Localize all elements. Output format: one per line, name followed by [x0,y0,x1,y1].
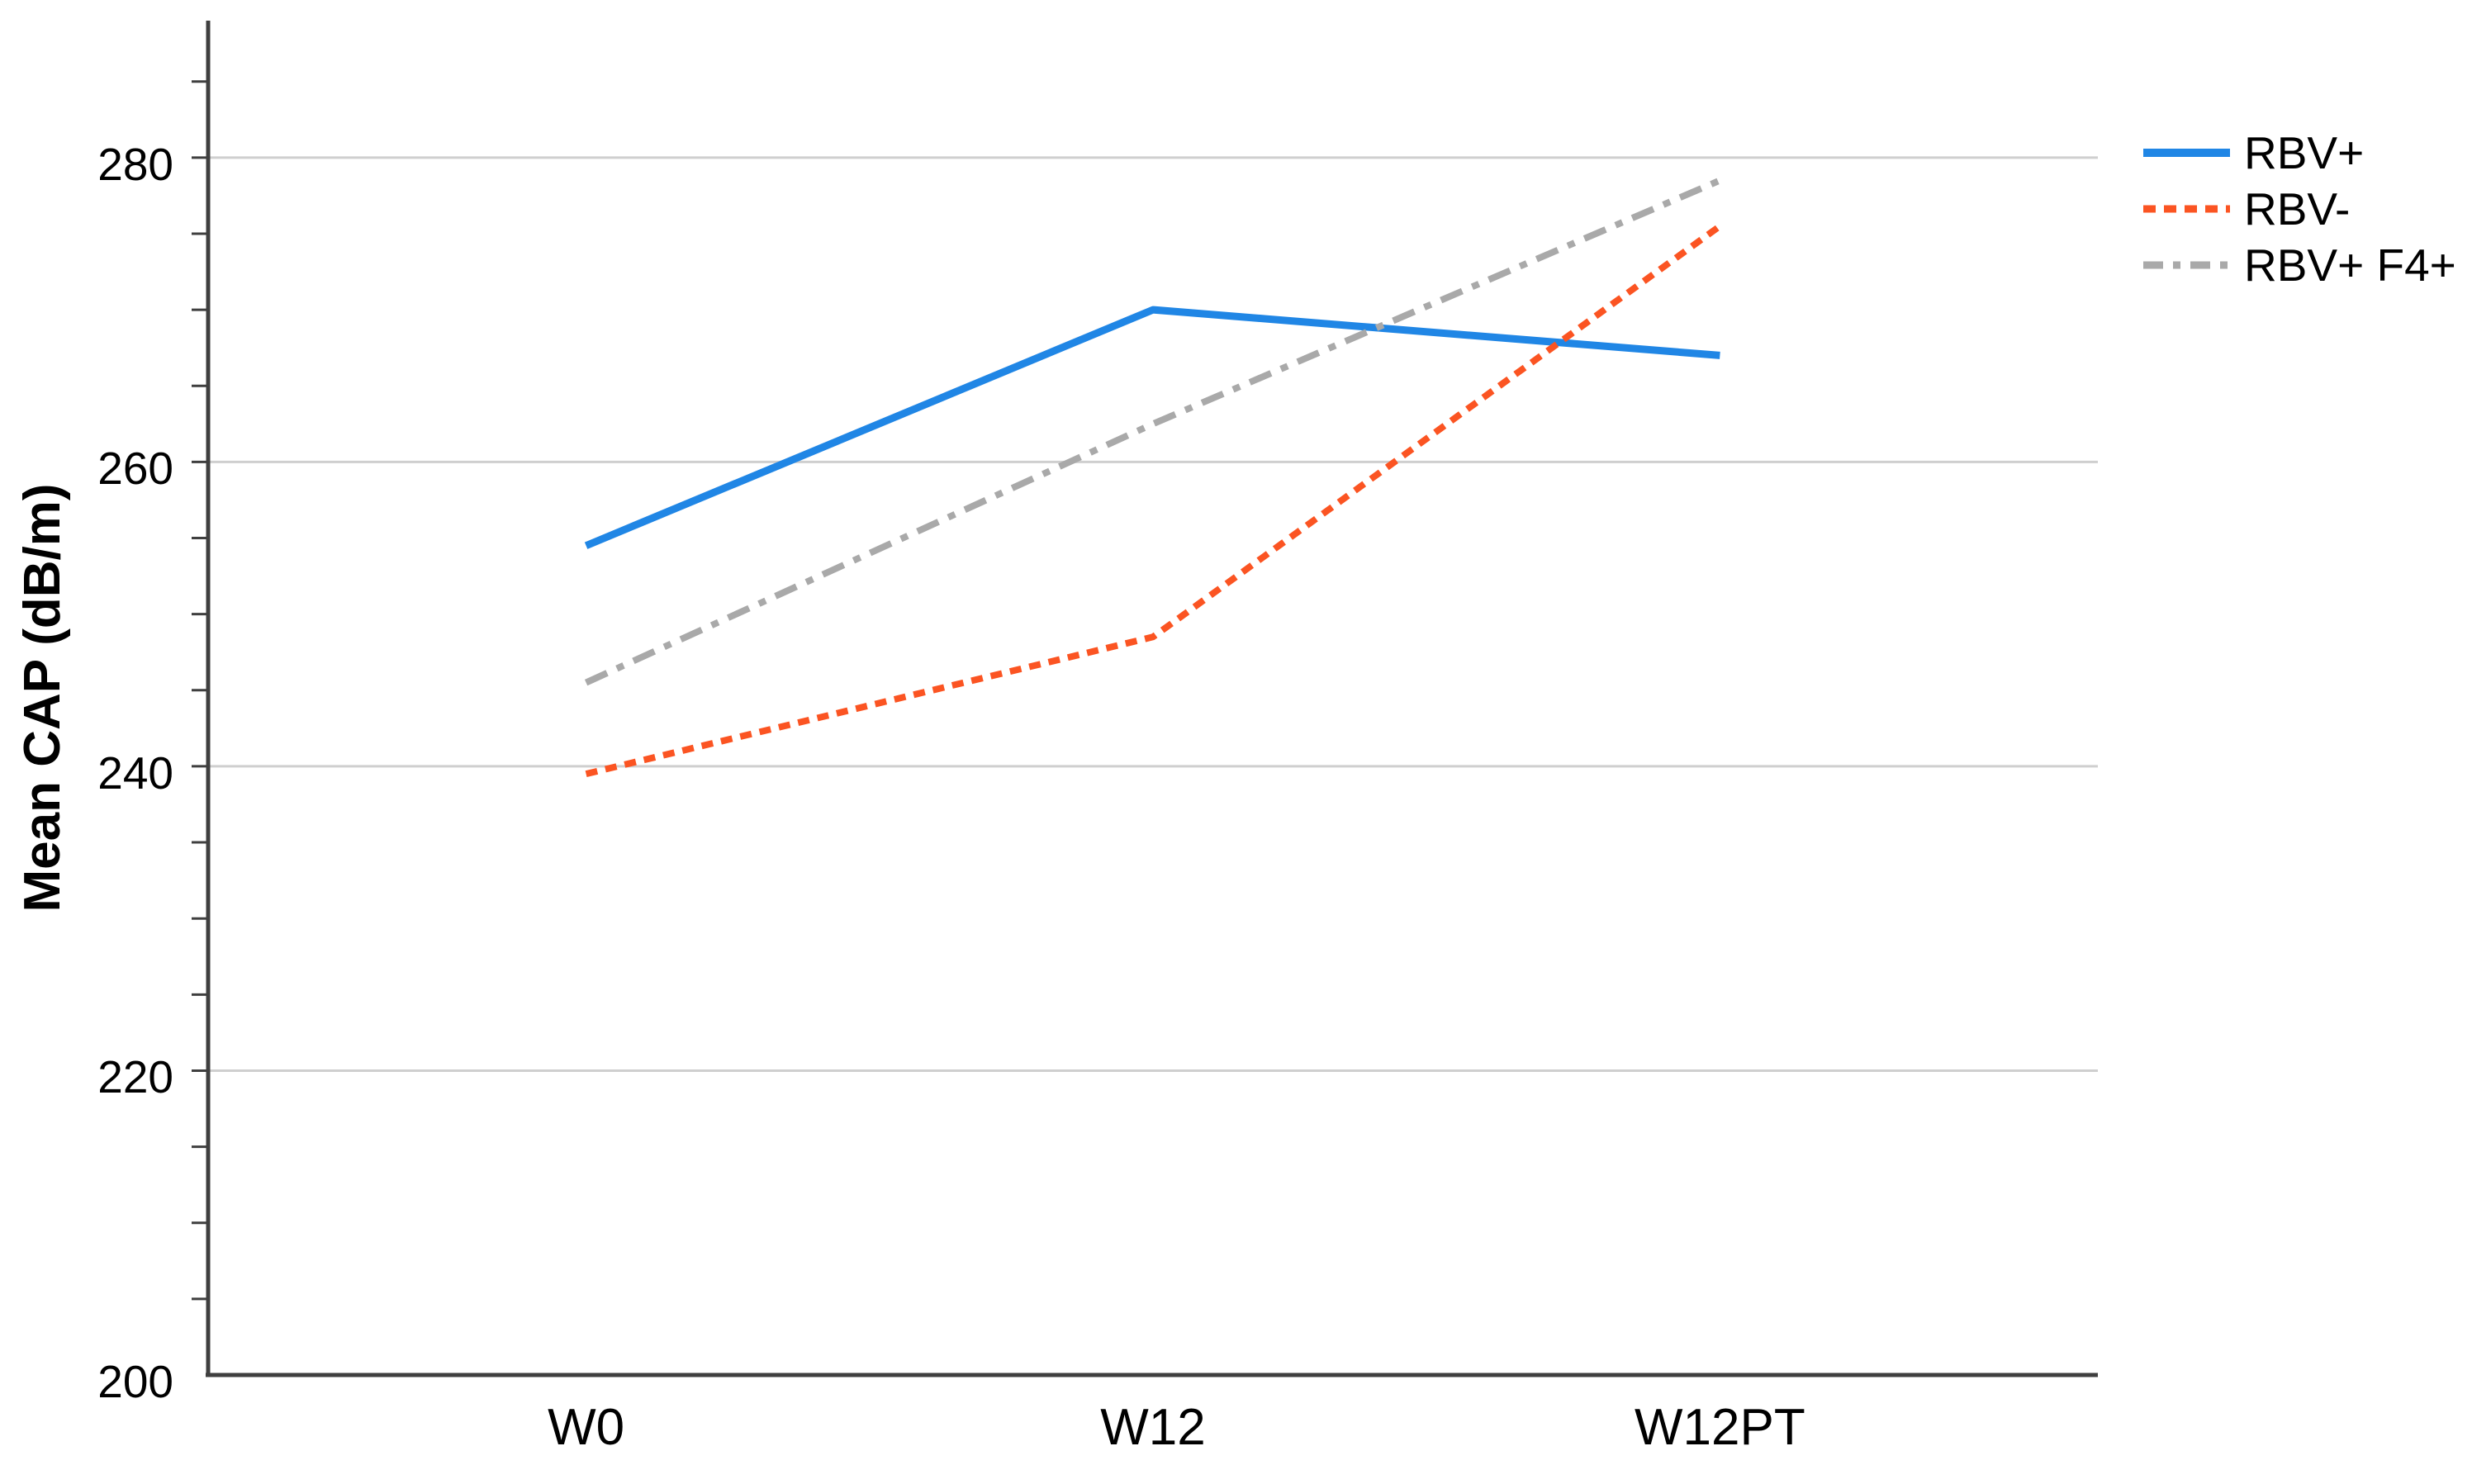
series-line-1 [584,306,1720,549]
legend-line-swatch-icon [2143,149,2230,157]
legend: RBV+ RBV- RBV+ F4+ [2143,125,2456,293]
x-category-label: W0 [548,1399,625,1456]
y-tick-label: 220 [97,1051,173,1103]
x-category-label: W12PT [1635,1399,1805,1456]
y-axis-title: Mean CAP (dB/m) [14,483,71,913]
legend-item: RBV+ F4+ [2143,237,2456,293]
legend-item: RBV- [2143,181,2456,237]
y-tick-label: 200 [97,1356,173,1407]
legend-line-swatch-icon [2143,205,2230,213]
x-category-label: W12 [1100,1399,1206,1456]
y-tick-label: 280 [97,138,173,190]
series-line-3 [584,177,1721,686]
y-tick-label: 260 [97,443,173,495]
legend-line-swatch-icon [2143,261,2230,269]
legend-item: RBV+ [2143,125,2456,181]
series-line-2 [585,223,1722,778]
y-tick-label: 240 [97,747,173,799]
legend-label: RBV+ F4+ [2244,239,2456,291]
legend-label: RBV+ [2244,127,2365,178]
legend-label: RBV- [2244,183,2351,235]
